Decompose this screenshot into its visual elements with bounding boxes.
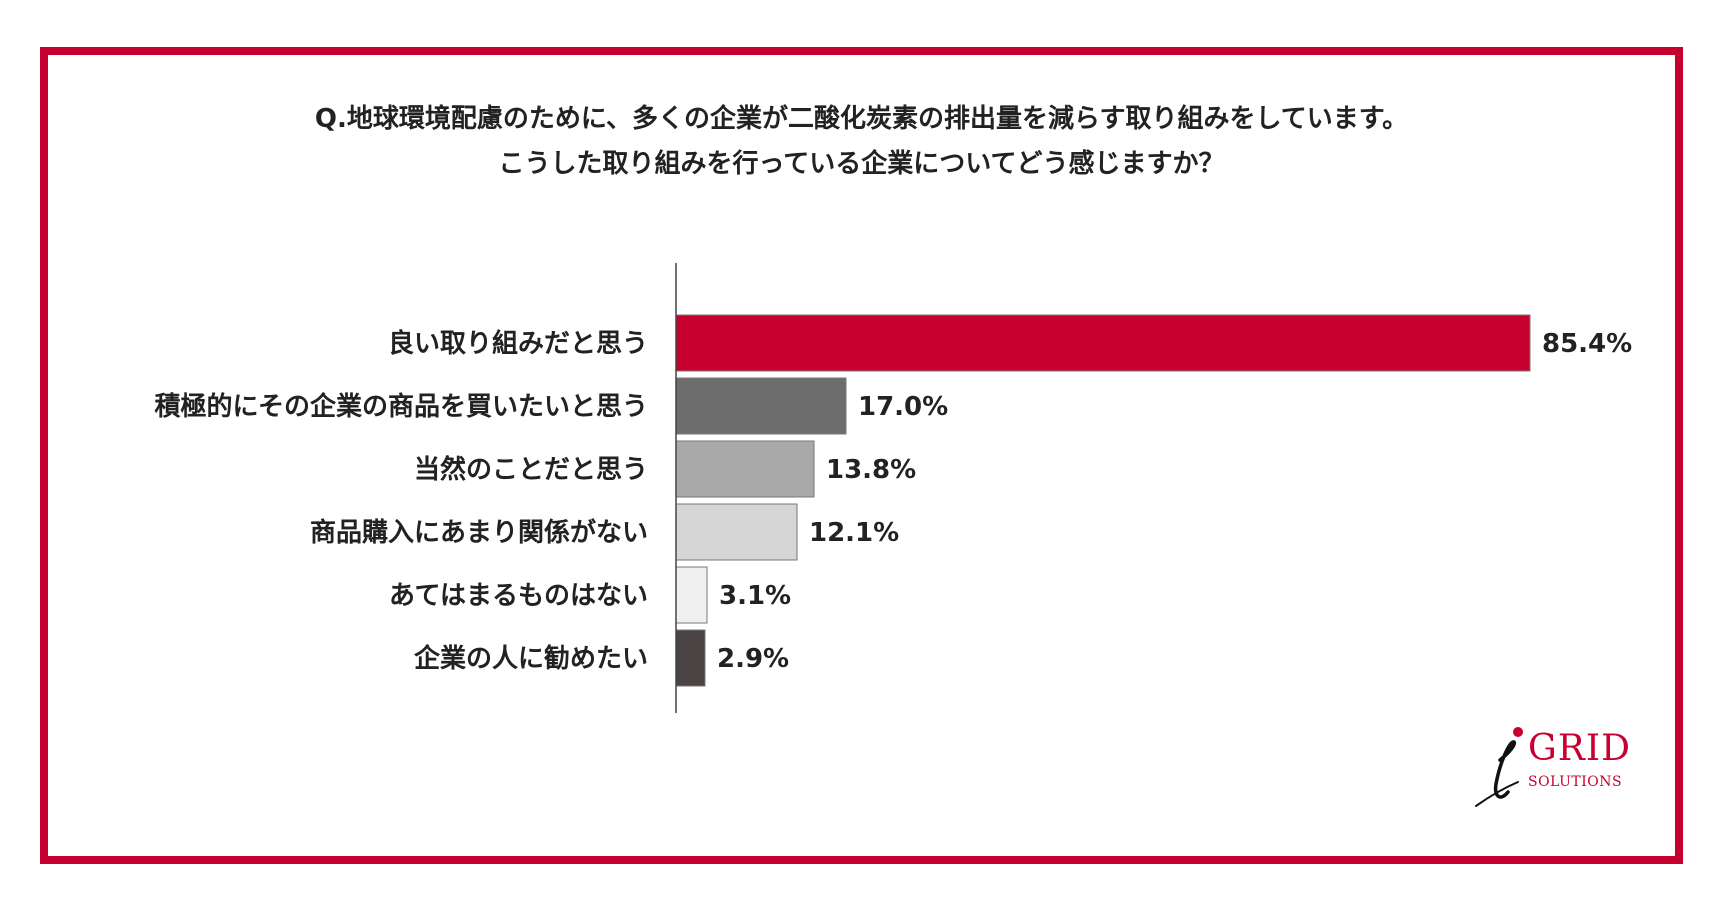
category-label: あてはまるものはない — [389, 581, 648, 611]
chart-frame — [40, 47, 1683, 864]
bar — [675, 314, 1531, 372]
title-line-1: Q.地球環境配慮のために、多くの企業が二酸化炭素の排出量を減らす取り組みをしてい… — [314, 104, 1409, 134]
bar — [675, 377, 847, 435]
value-label: 3.1% — [719, 581, 791, 611]
title-line-2: こうした取り組みを行っている企業についてどう感じますか？ — [498, 149, 1225, 179]
value-label: 13.8% — [826, 455, 916, 485]
value-label: 85.4% — [1542, 329, 1632, 359]
category-label: 積極的にその企業の商品を買いたいと思う — [155, 391, 648, 422]
category-label: 良い取り組みだと思う — [388, 328, 648, 359]
value-label: 2.9% — [717, 644, 789, 674]
logo-i-icon — [1475, 727, 1523, 807]
category-label: 企業の人に勧めたい — [414, 643, 648, 674]
category-label: 商品購入にあまり関係がない — [310, 517, 648, 548]
logo-grid-text: GRID — [1528, 728, 1631, 769]
bar — [675, 503, 798, 561]
category-label: 当然のことだと思う — [414, 454, 648, 485]
value-label: 17.0% — [858, 392, 948, 422]
chart-title: Q.地球環境配慮のために、多くの企業が二酸化炭素の排出量を減らす取り組みをしてい… — [0, 97, 1723, 187]
logo: GRID SOLUTIONS — [1470, 722, 1640, 812]
bar — [675, 566, 708, 624]
logo-solutions-text: SOLUTIONS — [1528, 774, 1623, 790]
bar — [675, 629, 706, 687]
bar — [675, 440, 815, 498]
value-label: 12.1% — [809, 518, 899, 548]
